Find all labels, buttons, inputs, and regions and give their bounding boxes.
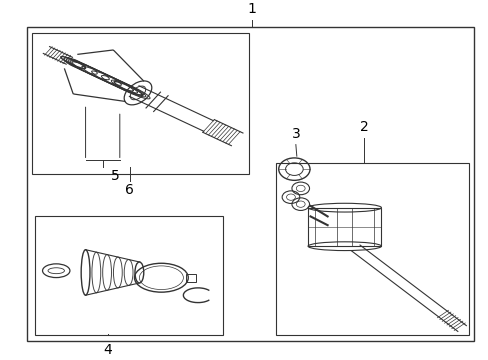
Bar [32, 32, 249, 174]
Text: 1: 1 [247, 2, 256, 16]
Text: 5: 5 [110, 169, 119, 183]
Bar [35, 216, 223, 335]
Bar [276, 163, 468, 335]
Bar [307, 208, 381, 246]
Bar [185, 274, 196, 282]
Text: 3: 3 [291, 127, 300, 141]
Text: 2: 2 [359, 120, 368, 134]
Bar [27, 27, 473, 341]
Text: 6: 6 [125, 183, 134, 197]
Text: 4: 4 [103, 343, 112, 357]
